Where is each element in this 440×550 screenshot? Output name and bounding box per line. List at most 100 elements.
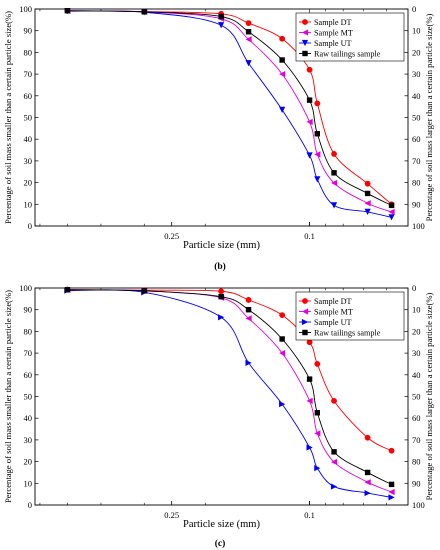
y-right-tick-label: 90 bbox=[412, 478, 421, 488]
data-point bbox=[279, 57, 285, 63]
data-point bbox=[306, 97, 313, 103]
y-left-tick-label: 30 bbox=[24, 156, 33, 166]
data-point bbox=[330, 179, 338, 187]
y-left-tick-label: 0 bbox=[28, 500, 32, 510]
data-point bbox=[141, 9, 147, 15]
y-axis-label-right: Percentage of soil mass larger than a ce… bbox=[424, 293, 434, 501]
data-point bbox=[314, 430, 321, 437]
data-point bbox=[279, 350, 286, 357]
y-axis-label-left: Percentage of soil mass smaller than a c… bbox=[3, 290, 13, 503]
data-point bbox=[245, 20, 252, 27]
y-right-tick-label: 20 bbox=[412, 47, 421, 57]
data-point bbox=[314, 100, 321, 107]
y-left-tick-label: 60 bbox=[24, 91, 33, 101]
legend-marker bbox=[302, 298, 308, 304]
data-point bbox=[364, 434, 371, 441]
legend-marker bbox=[302, 19, 308, 25]
data-point bbox=[364, 190, 371, 197]
data-point bbox=[331, 397, 337, 404]
data-point bbox=[330, 483, 338, 490]
y-right-tick-label: 70 bbox=[412, 156, 421, 166]
legend-entry: Sample MT bbox=[314, 29, 353, 38]
y-right-tick-label: 100 bbox=[412, 500, 425, 510]
series-line bbox=[67, 10, 392, 218]
x-axis-label: Particle size (mm) bbox=[183, 240, 260, 251]
data-point bbox=[388, 202, 395, 209]
y-left-tick-label: 80 bbox=[24, 326, 33, 336]
data-point bbox=[306, 152, 313, 159]
legend-entry: Sample DT bbox=[314, 297, 352, 306]
data-point bbox=[314, 465, 321, 472]
y-right-tick-label: 40 bbox=[412, 370, 421, 380]
y-left-tick-label: 20 bbox=[24, 178, 33, 188]
data-point bbox=[364, 200, 371, 207]
data-point bbox=[64, 287, 71, 293]
legend-marker bbox=[301, 318, 309, 326]
x-tick-label: 0.1 bbox=[304, 231, 315, 241]
data-point bbox=[314, 410, 321, 416]
data-point bbox=[364, 479, 371, 486]
y-right-tick-label: 30 bbox=[412, 348, 421, 358]
data-point bbox=[388, 447, 395, 454]
data-point bbox=[331, 151, 337, 157]
data-point bbox=[279, 106, 286, 114]
data-point bbox=[218, 13, 224, 20]
series-line bbox=[67, 10, 392, 213]
data-point bbox=[218, 22, 225, 29]
legend-box bbox=[295, 12, 405, 62]
y-right-tick-label: 60 bbox=[412, 134, 421, 144]
legend-entry: Sample UT bbox=[314, 318, 352, 327]
x-tick-label: 0.1 bbox=[304, 510, 315, 520]
y-left-tick-label: 70 bbox=[24, 69, 33, 79]
data-point bbox=[331, 170, 337, 176]
data-point bbox=[141, 288, 147, 294]
y-right-tick-label: 80 bbox=[412, 457, 421, 467]
data-point bbox=[218, 293, 224, 300]
caption-c: (c) bbox=[215, 538, 226, 549]
data-point bbox=[64, 8, 71, 14]
data-point bbox=[279, 35, 286, 42]
y-left-tick-label: 100 bbox=[19, 283, 32, 293]
data-point bbox=[388, 481, 395, 488]
y-right-tick-label: 0 bbox=[412, 283, 416, 293]
y-right-tick-label: 40 bbox=[412, 91, 421, 101]
data-point bbox=[245, 307, 252, 313]
data-point bbox=[314, 151, 321, 158]
legend-entry: Sample DT bbox=[314, 18, 352, 27]
y-left-tick-label: 50 bbox=[24, 113, 33, 123]
y-left-tick-label: 80 bbox=[24, 47, 33, 57]
y-left-tick-label: 50 bbox=[24, 392, 33, 402]
y-axis-label-left: Percentage of soil mass smaller than a c… bbox=[3, 11, 13, 224]
data-point bbox=[330, 202, 338, 209]
data-point bbox=[388, 208, 395, 215]
caption-b: (b) bbox=[214, 261, 226, 272]
data-point bbox=[364, 469, 371, 476]
legend-marker bbox=[301, 29, 309, 36]
y-right-tick-label: 20 bbox=[412, 326, 421, 336]
series-line bbox=[67, 10, 392, 206]
data-point bbox=[245, 297, 252, 303]
legend-marker bbox=[301, 39, 309, 47]
y-axis-label-right: Percentage of soil mass larger than a ce… bbox=[424, 14, 434, 222]
y-left-tick-label: 70 bbox=[24, 348, 33, 358]
y-right-tick-label: 0 bbox=[412, 4, 416, 14]
y-right-tick-label: 10 bbox=[412, 305, 421, 315]
y-left-tick-label: 10 bbox=[24, 478, 33, 488]
y-left-tick-label: 20 bbox=[24, 457, 33, 467]
data-point bbox=[364, 208, 371, 215]
data-point bbox=[218, 314, 225, 321]
data-point bbox=[279, 71, 286, 78]
legend-box bbox=[295, 291, 405, 341]
y-left-tick-label: 0 bbox=[28, 221, 32, 231]
data-point bbox=[388, 494, 395, 501]
y-left-tick-label: 100 bbox=[19, 4, 32, 14]
data-point bbox=[306, 339, 313, 346]
legend-entry: Sample UT bbox=[314, 39, 352, 48]
data-point bbox=[314, 131, 321, 137]
series-line bbox=[67, 289, 392, 485]
data-point bbox=[306, 444, 313, 451]
y-right-tick-label: 60 bbox=[412, 413, 421, 423]
data-point bbox=[245, 315, 252, 322]
